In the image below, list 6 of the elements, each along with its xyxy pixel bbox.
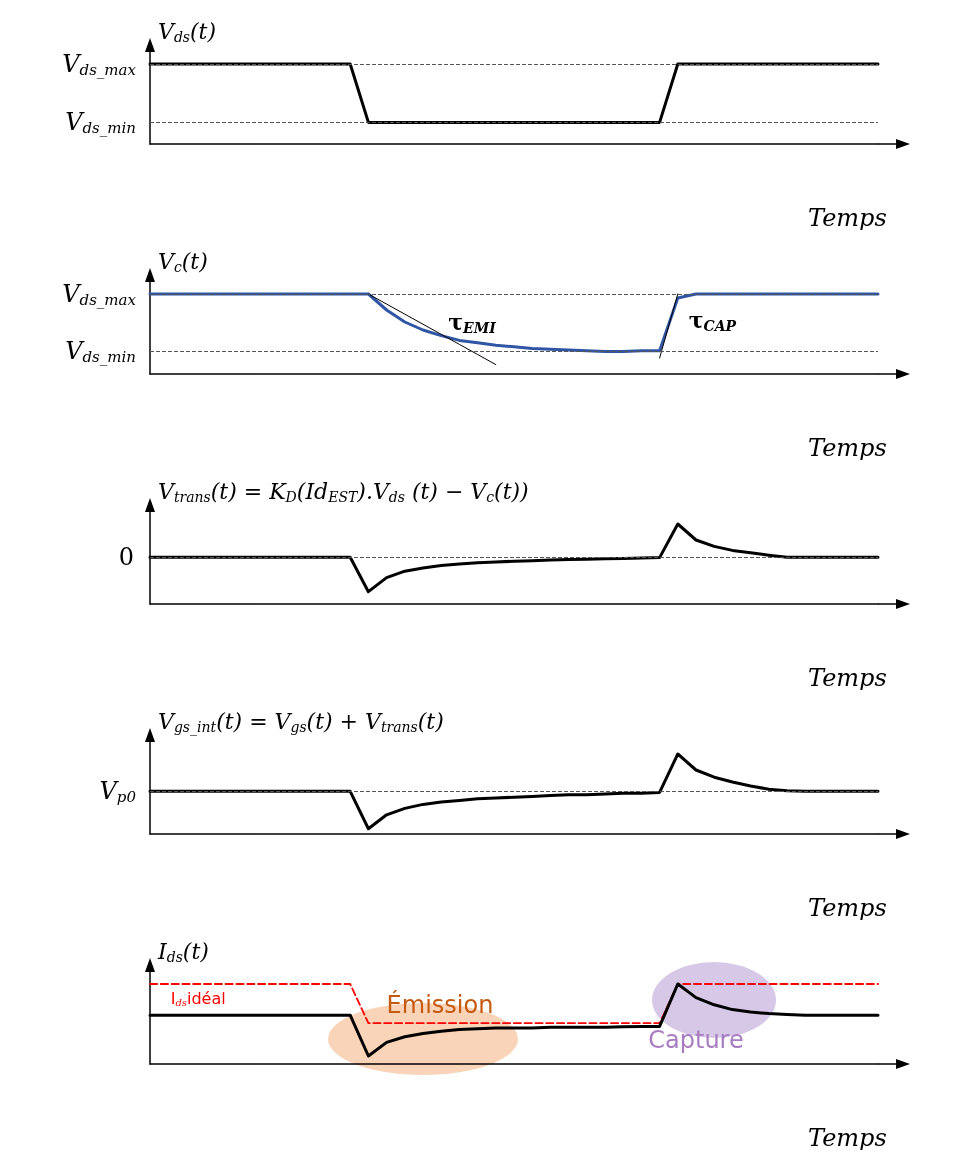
series-label: τEMI xyxy=(448,309,497,336)
annotation: Émission xyxy=(386,989,494,1019)
series-label: τCAP xyxy=(688,307,737,334)
series-label: Idsidéal xyxy=(170,988,226,1008)
text: 0 xyxy=(118,543,134,572)
annotation: Capture xyxy=(648,1026,744,1054)
